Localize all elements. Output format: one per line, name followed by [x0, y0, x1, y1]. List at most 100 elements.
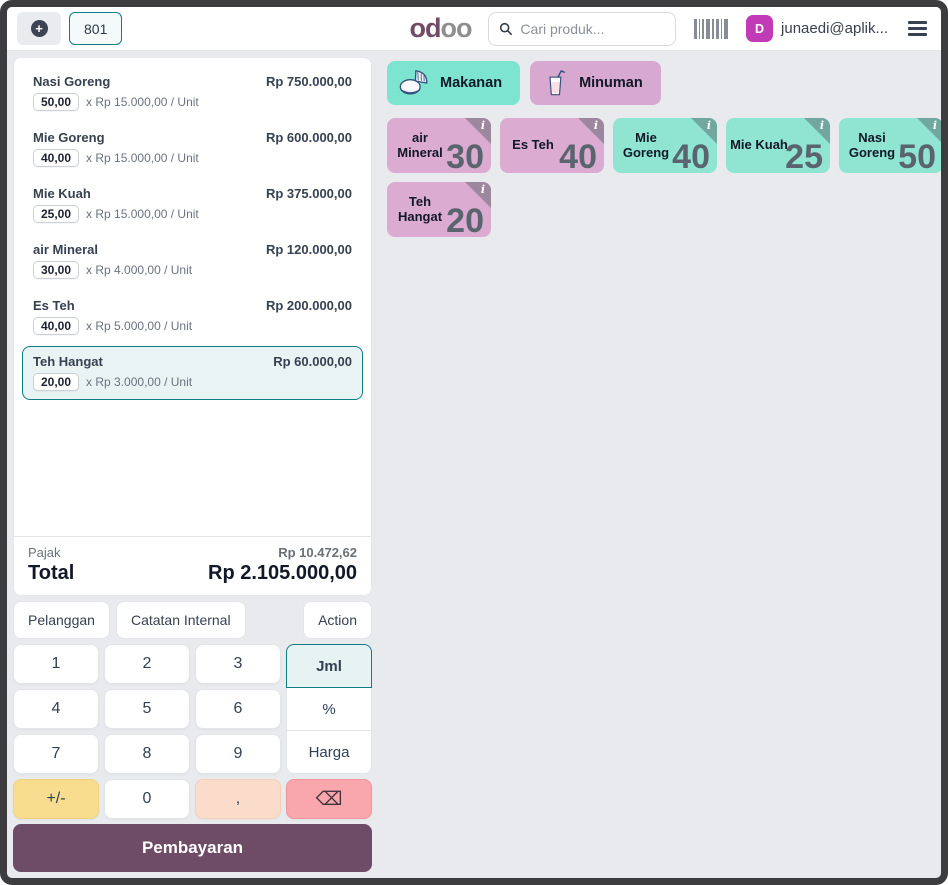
category-makanan[interactable]: Makanan	[387, 61, 521, 105]
line-total: Rp 375.000,00	[265, 186, 352, 201]
line-product-name: Mie Goreng	[33, 130, 105, 145]
category-minuman[interactable]: Minuman	[530, 61, 661, 105]
line-total: Rp 750.000,00	[265, 74, 352, 89]
order-line[interactable]: Es Teh Rp 200.000,00 40,00 x Rp 5.000,00…	[22, 290, 363, 344]
search-icon	[499, 22, 512, 35]
order-line[interactable]: Mie Goreng Rp 600.000,00 40,00 x Rp 15.0…	[22, 122, 363, 176]
mode-price-button[interactable]: Harga	[286, 731, 372, 774]
logo-part2: oo	[440, 13, 473, 43]
numpad-key-6[interactable]: 6	[195, 689, 281, 729]
line-unit-price: x Rp 4.000,00 / Unit	[86, 263, 193, 277]
numpad-key-3[interactable]: 3	[195, 644, 281, 684]
new-order-button[interactable]: +	[17, 12, 61, 45]
numpad-key-4[interactable]: 4	[13, 689, 99, 729]
line-product-name: Mie Kuah	[33, 186, 91, 201]
line-product-name: Nasi Goreng	[33, 74, 111, 89]
user-menu[interactable]: D junaedi@aplik...	[746, 15, 888, 42]
info-corner[interactable]	[804, 118, 830, 144]
tax-value: Rp 10.472,62	[278, 545, 357, 560]
product-name: Es Teh	[512, 137, 554, 153]
order-line-selected[interactable]: Teh Hangat Rp 60.000,00 20,00 x Rp 3.000…	[22, 346, 363, 400]
user-avatar: D	[746, 15, 774, 42]
backspace-key[interactable]: ⌫	[286, 779, 372, 819]
numpad-key-2[interactable]: 2	[104, 644, 190, 684]
line-unit-price: x Rp 3.000,00 / Unit	[86, 375, 193, 389]
order-line[interactable]: air Mineral Rp 120.000,00 30,00 x Rp 4.0…	[22, 234, 363, 288]
product-tile-air-mineral[interactable]: air Mineral 30 i	[387, 118, 491, 173]
line-total: Rp 60.000,00	[273, 354, 352, 369]
line-total: Rp 200.000,00	[265, 298, 352, 313]
line-product-name: Es Teh	[33, 298, 75, 313]
line-total: Rp 120.000,00	[265, 242, 352, 257]
payment-button[interactable]: Pembayaran	[13, 824, 372, 872]
numpad-key-1[interactable]: 1	[13, 644, 99, 684]
internal-note-button[interactable]: Catatan Internal	[115, 601, 246, 639]
product-tile-es-teh[interactable]: Es Teh 40 i	[500, 118, 604, 173]
line-product-name: Teh Hangat	[33, 354, 103, 369]
info-corner[interactable]	[465, 118, 491, 144]
mode-percent-button[interactable]: %	[286, 688, 372, 731]
plus-icon: +	[30, 20, 48, 37]
info-icon: i	[593, 119, 598, 132]
menu-icon[interactable]	[908, 21, 927, 36]
product-name: Nasi Goreng	[848, 129, 896, 160]
info-corner[interactable]	[465, 182, 491, 208]
barcode-icon[interactable]	[693, 18, 729, 39]
product-name: air Mineral	[397, 129, 443, 160]
line-unit-price: x Rp 15.000,00 / Unit	[86, 207, 199, 221]
order-panel: Nasi Goreng Rp 750.000,00 50,00 x Rp 15.…	[7, 51, 378, 878]
numpad-key-0[interactable]: 0	[104, 779, 190, 819]
line-qty-badge: 50,00	[33, 93, 80, 111]
info-corner[interactable]	[917, 118, 941, 144]
product-qty: 30	[446, 137, 484, 173]
line-qty-badge: 30,00	[33, 261, 80, 279]
numpad-key-9[interactable]: 9	[195, 734, 281, 774]
line-qty-badge: 20,00	[33, 373, 80, 391]
product-qty: 40	[672, 137, 710, 173]
total-label: Total	[28, 562, 75, 584]
order-line[interactable]: Nasi Goreng Rp 750.000,00 50,00 x Rp 15.…	[22, 66, 363, 120]
category-bar: Makanan Minuman	[387, 61, 941, 105]
mode-quantity-button[interactable]: Jml	[286, 644, 372, 688]
order-controls: Pelanggan Catatan Internal Action	[13, 601, 372, 639]
search-input[interactable]	[520, 20, 665, 37]
product-tile-mie-goreng[interactable]: Mie Goreng 40 i	[613, 118, 717, 173]
line-unit-price: x Rp 15.000,00 / Unit	[86, 95, 199, 109]
line-unit-price: x Rp 5.000,00 / Unit	[86, 319, 193, 333]
info-icon: i	[480, 119, 485, 132]
numpad-key-7[interactable]: 7	[13, 734, 99, 774]
line-qty-badge: 25,00	[33, 205, 80, 223]
product-name: Mie Kuah	[730, 137, 788, 153]
numpad: 1 2 3 Jml % Harga 4 5 6 7 8 9 +/- 0 , ⌫	[13, 644, 372, 819]
numpad-key-5[interactable]: 5	[104, 689, 190, 729]
order-card: Nasi Goreng Rp 750.000,00 50,00 x Rp 15.…	[13, 57, 372, 596]
order-tab[interactable]: 801	[69, 12, 123, 45]
decimal-key[interactable]: ,	[195, 779, 281, 819]
line-qty-badge: 40,00	[33, 317, 80, 335]
customer-button[interactable]: Pelanggan	[13, 601, 110, 639]
numpad-key-8[interactable]: 8	[104, 734, 190, 774]
order-lines: Nasi Goreng Rp 750.000,00 50,00 x Rp 15.…	[14, 58, 371, 536]
product-search[interactable]	[487, 11, 676, 46]
info-icon: i	[932, 119, 937, 132]
drink-icon	[549, 69, 565, 96]
order-line[interactable]: Mie Kuah Rp 375.000,00 25,00 x Rp 15.000…	[22, 178, 363, 232]
info-corner[interactable]	[578, 118, 604, 144]
info-corner[interactable]	[691, 118, 717, 144]
plus-minus-key[interactable]: +/-	[13, 779, 99, 819]
product-tile-nasi-goreng[interactable]: Nasi Goreng 50 i	[839, 118, 941, 173]
line-unit-price: x Rp 15.000,00 / Unit	[86, 151, 199, 165]
odoo-logo: odoo	[410, 13, 473, 43]
product-qty: 25	[785, 137, 823, 173]
action-button[interactable]: Action	[303, 601, 372, 639]
product-tile-mie-kuah[interactable]: Mie Kuah 25 i	[726, 118, 830, 173]
line-qty-badge: 40,00	[33, 149, 80, 167]
product-grid: air Mineral 30 i Es Teh 40 i Mie Goreng …	[387, 118, 941, 237]
info-icon: i	[480, 183, 485, 196]
main-area: Nasi Goreng Rp 750.000,00 50,00 x Rp 15.…	[7, 51, 941, 878]
product-tile-teh-hangat[interactable]: Teh Hangat 20 i	[387, 182, 491, 237]
product-qty: 40	[559, 137, 597, 173]
category-label: Minuman	[579, 75, 643, 91]
line-total: Rp 600.000,00	[265, 130, 352, 145]
